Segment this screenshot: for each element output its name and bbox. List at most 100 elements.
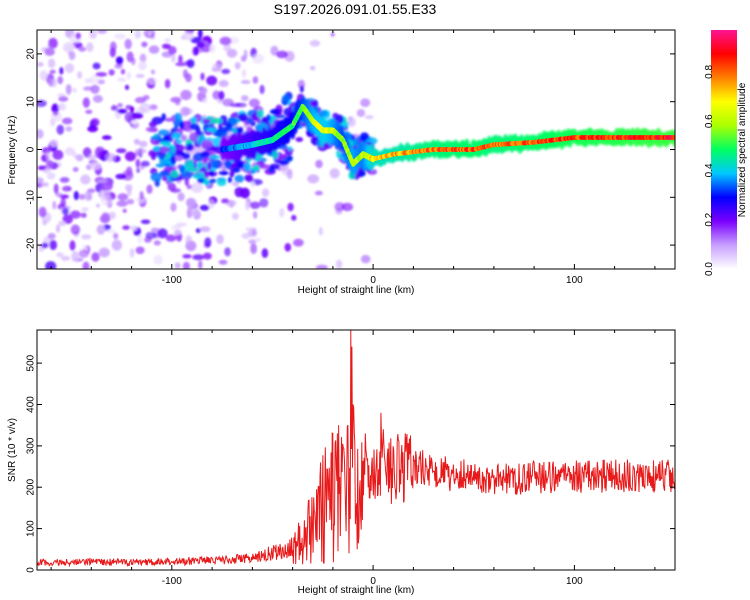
spectrogram-noise-cell xyxy=(82,261,90,269)
spectrogram-noise-cell xyxy=(174,262,181,269)
y-tick-label: 300 xyxy=(26,437,37,454)
spectrogram-band-cell xyxy=(269,108,281,115)
spectrogram-noise-cell xyxy=(82,147,92,158)
colorbar-tick-label: 0.0 xyxy=(704,262,715,276)
spectrogram-noise-cell xyxy=(70,224,81,235)
spectrogram-noise-cell xyxy=(45,150,51,162)
spectrogram-noise-cell xyxy=(231,212,239,220)
spectrogram-noise-cell xyxy=(116,77,127,82)
spectrogram-band-cell xyxy=(186,159,194,166)
spectrogram-noise-cell xyxy=(124,84,130,90)
spectrogram-noise-cell xyxy=(284,243,292,252)
spectrogram-heatmap xyxy=(37,30,675,269)
snr-background xyxy=(37,330,675,570)
spectrogram-noise-cell xyxy=(212,63,222,70)
spectrogram-noise-cell xyxy=(153,255,163,265)
spectrogram-noise-cell xyxy=(364,115,374,120)
spectrogram-band-cell xyxy=(243,162,252,172)
spectrogram-noise-cell xyxy=(138,140,148,148)
spectrogram-noise-cell xyxy=(168,46,177,55)
x-tick-label: -100 xyxy=(162,275,182,286)
spectrogram-noise-cell xyxy=(57,93,66,98)
spectrogram-noise-cell xyxy=(262,188,270,197)
spectrogram-band-cell xyxy=(150,172,163,182)
y-tick-label: 100 xyxy=(26,520,37,537)
spectrogram-noise-cell xyxy=(137,234,143,244)
spectrogram-noise-cell xyxy=(209,43,216,53)
spectrogram-band-cell xyxy=(165,117,174,122)
spectrogram-noise-cell xyxy=(57,103,67,111)
spectrogram-band-cell xyxy=(257,109,264,119)
spectrogram-noise-cell xyxy=(309,40,321,47)
spectrogram-noise-cell xyxy=(108,69,115,76)
spectrogram-noise-cell xyxy=(62,42,75,53)
spectrogram-noise-cell xyxy=(170,202,177,212)
spectrogram-band-cell xyxy=(226,122,233,130)
spectrogram-band-cell xyxy=(246,117,254,124)
spectrogram-noise-cell xyxy=(72,167,79,172)
spectrogram-noise-cell xyxy=(56,124,65,135)
spectrogram-noise-cell xyxy=(198,260,203,269)
spectrogram-noise-cell xyxy=(135,73,145,78)
y-tick-label: 200 xyxy=(26,478,37,495)
spectrogram-noise-cell xyxy=(261,248,269,258)
snr-panel: -100 0 100 0 100 200 300 400 500 Height of stra… xyxy=(7,329,676,596)
spectrogram-noise-cell xyxy=(116,148,127,154)
snr-x-ticks: -100 0 100 xyxy=(50,330,656,587)
spectrogram-noise-cell xyxy=(240,55,247,62)
spectrogram-noise-cell xyxy=(270,45,279,56)
spectrogram-noise-cell xyxy=(69,210,82,219)
spectrogram-noise-cell xyxy=(249,201,261,209)
spectrogram-band-cell xyxy=(162,176,168,182)
spectrogram-noise-cell xyxy=(99,214,111,224)
spectrogram-noise-cell xyxy=(307,174,320,184)
spectrogram-noise-cell xyxy=(37,129,44,139)
spectrogram-noise-cell xyxy=(100,189,105,201)
spectrogram-band-cell xyxy=(208,170,215,176)
spectrogram-band-cell xyxy=(211,117,223,124)
spectrogram-noise-cell xyxy=(59,67,64,75)
spectrogram-noise-cell xyxy=(134,148,147,154)
spectrogram-band-cell xyxy=(237,160,245,169)
spectrogram-band-cell xyxy=(148,121,157,128)
spectrogram-band-cell xyxy=(207,162,212,171)
spectrogram-noise-cell xyxy=(44,47,55,56)
spectrogram-noise-cell xyxy=(347,116,357,128)
y-tick-label: 0 xyxy=(26,146,37,152)
spectrogram-noise-cell xyxy=(49,139,59,148)
spectrogram-noise-cell xyxy=(57,76,64,85)
spectrogram-noise-cell xyxy=(250,243,257,255)
spectrogram-band-cell xyxy=(266,114,271,122)
spectrogram-noise-cell xyxy=(92,62,101,70)
spectrogram-noise-cell xyxy=(182,261,190,269)
spectrogram-band-cell xyxy=(238,113,248,122)
snr-y-ticks: 0 100 200 300 400 500 xyxy=(26,354,675,573)
figure-title: S197.2026.091.01.55.E33 xyxy=(274,1,437,17)
spectrogram-noise-cell xyxy=(134,30,142,39)
spectrogram-band-cell xyxy=(189,123,200,130)
spectrogram-noise-cell xyxy=(202,98,208,104)
x-tick-label: 100 xyxy=(566,576,583,587)
spectrogram-noise-cell xyxy=(105,229,117,234)
colorbar-label: Normalized spectral amplitude xyxy=(737,82,748,217)
spectrogram-noise-cell xyxy=(96,224,106,235)
spectrogram-noise-cell xyxy=(125,104,133,110)
spectrogram-noise-cell xyxy=(58,220,67,227)
spectrogram-noise-cell xyxy=(310,66,316,71)
spectrogram-noise-cell xyxy=(276,50,288,59)
spectrogram-noise-cell xyxy=(360,98,371,107)
spectrogram-noise-cell xyxy=(250,181,255,188)
spectrogram-band-cell xyxy=(159,141,171,146)
spectrogram-noise-cell xyxy=(72,87,77,93)
spectrogram-x-ticks: -100 0 100 xyxy=(50,30,656,286)
spectrogram-noise-cell xyxy=(224,247,231,257)
spectrogram-noise-cell xyxy=(49,239,57,251)
spectrogram-noise-cell xyxy=(52,78,57,88)
spectrogram-band-cell xyxy=(174,155,184,162)
spectrogram-noise-cell xyxy=(122,208,127,213)
spectrogram-noise-cell xyxy=(293,238,304,247)
spectrogram-noise-cell xyxy=(139,53,147,64)
spectrogram-noise-cell xyxy=(37,177,44,184)
spectrogram-noise-cell xyxy=(231,181,237,186)
